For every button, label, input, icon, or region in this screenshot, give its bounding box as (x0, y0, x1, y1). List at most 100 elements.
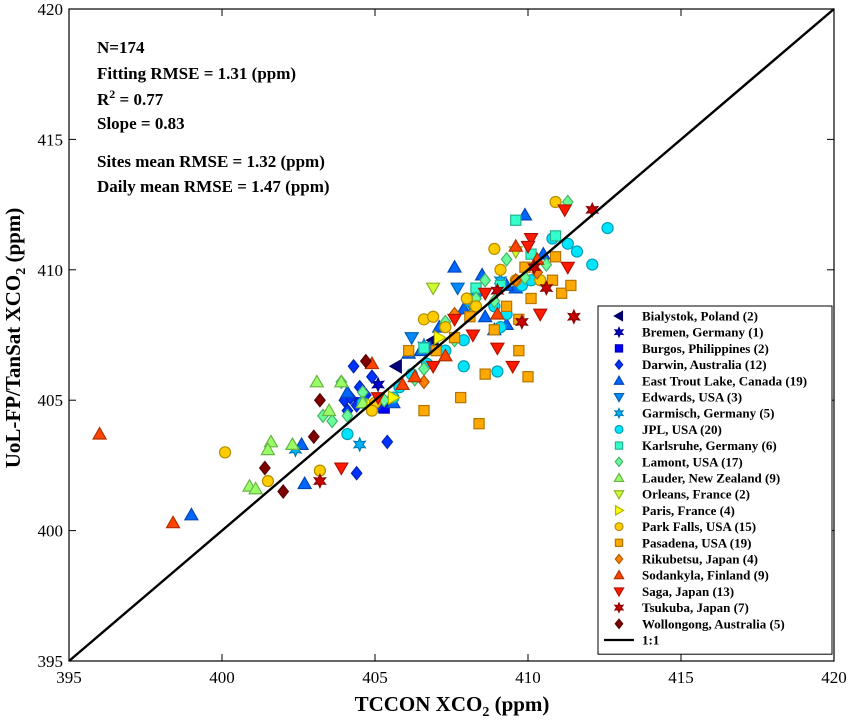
x-tick-label: 410 (515, 668, 541, 687)
legend-marker (613, 326, 625, 339)
data-point (522, 371, 534, 383)
data-point (557, 204, 573, 218)
data-point (92, 426, 108, 440)
legend-entry-label: Edwards, USA (3) (642, 390, 742, 405)
data-point (365, 404, 379, 417)
data-point (341, 427, 354, 441)
data-point (427, 310, 440, 323)
data-point (258, 460, 271, 476)
data-point (388, 358, 402, 374)
y-axis-label: UoL-FP/TanSat XCO2 (ppm) (1, 208, 29, 469)
y-tick-label: 395 (38, 652, 64, 671)
stat-fitting-rmse: Fitting RMSE = 1.31 (ppm) (97, 64, 296, 83)
data-point (395, 376, 411, 391)
data-point (433, 330, 447, 346)
data-point (479, 368, 491, 380)
x-tick-label: 415 (668, 668, 694, 687)
x-tick-label: 400 (209, 668, 235, 687)
data-point (469, 300, 483, 313)
data-point (425, 360, 441, 375)
data-point (352, 436, 367, 453)
one-to-one-line (68, 8, 835, 662)
data-point (491, 365, 504, 378)
data-point (359, 353, 372, 369)
data-point (532, 308, 548, 322)
legend: Bialystok, Poland (2)Bremen, Germany (1)… (597, 305, 833, 655)
data-point (430, 344, 442, 357)
data-point (477, 287, 493, 301)
legend-entry-label: Lamont, USA (17) (642, 454, 743, 469)
legend-marker (613, 407, 625, 420)
legend-marker (613, 490, 625, 501)
legend-marker (613, 587, 625, 598)
data-point (488, 242, 501, 256)
legend-entry-label: Darwin, Australia (12) (642, 357, 767, 372)
data-point (523, 233, 539, 247)
data-point (570, 245, 584, 258)
data-point (355, 395, 371, 409)
data-point (248, 481, 264, 495)
legend-marker (614, 618, 624, 630)
data-point (460, 292, 473, 305)
legend-entry-label: Bremen, Germany (1) (642, 325, 763, 340)
data-point (313, 473, 327, 490)
legend-entry-label: East Trout Lake, Canada (19) (642, 373, 807, 388)
data-point (494, 263, 507, 276)
data-point (333, 462, 349, 476)
data-point (455, 391, 467, 404)
data-point (313, 392, 326, 408)
data-point (514, 313, 529, 330)
data-point (465, 329, 481, 343)
data-point (297, 475, 313, 490)
data-points (92, 194, 614, 529)
data-point (165, 515, 181, 529)
y-tick-label: 400 (38, 522, 64, 541)
data-point (402, 344, 415, 357)
legend-entry-label: Tsukuba, Japan (7) (642, 600, 749, 615)
data-point (513, 344, 525, 357)
stat-r2: R2 = 0.77 (97, 87, 164, 109)
data-point (546, 274, 559, 286)
legend-marker (613, 392, 625, 403)
legend-entry-label: Paris, France (4) (642, 503, 735, 518)
legend-entry-label: Wollongong, Australia (5) (642, 616, 785, 631)
data-point (381, 434, 394, 450)
legend-marker (614, 424, 624, 434)
data-point (450, 282, 466, 296)
data-point (447, 259, 463, 273)
data-point (277, 484, 290, 499)
data-point (586, 258, 599, 271)
data-point (555, 287, 568, 299)
y-tick-label: 420 (38, 0, 64, 19)
data-point (261, 474, 275, 488)
data-point (309, 374, 325, 388)
data-point (464, 311, 476, 323)
data-point (489, 306, 505, 320)
data-point (339, 384, 355, 398)
data-point (505, 360, 521, 375)
data-point (473, 418, 485, 430)
data-point (500, 300, 513, 312)
x-tick-label: 395 (56, 668, 82, 687)
data-point (307, 429, 320, 445)
data-point (479, 272, 492, 288)
legend-entry-label: Orleans, France (2) (642, 487, 750, 502)
data-point (477, 309, 493, 323)
data-point (565, 279, 577, 292)
legend-entry-label: JPL, USA (20) (642, 422, 722, 437)
data-point (418, 342, 430, 354)
data-point (350, 465, 363, 481)
stats-annotation: N=174 Fitting RMSE = 1.31 (ppm) R2 = 0.7… (97, 38, 330, 196)
legend-marker (613, 569, 625, 580)
stat-slope: Slope = 0.83 (97, 114, 185, 133)
data-point (218, 446, 232, 459)
legend-marker (614, 359, 624, 371)
data-point (183, 507, 199, 521)
data-point (439, 321, 452, 334)
legend-entry-label: Sodankyla, Finland (9) (642, 568, 769, 583)
data-point (457, 360, 470, 373)
data-point (510, 214, 522, 226)
data-point (539, 280, 554, 297)
legend-entry-label: Karlsruhe, Germany (6) (642, 438, 777, 453)
